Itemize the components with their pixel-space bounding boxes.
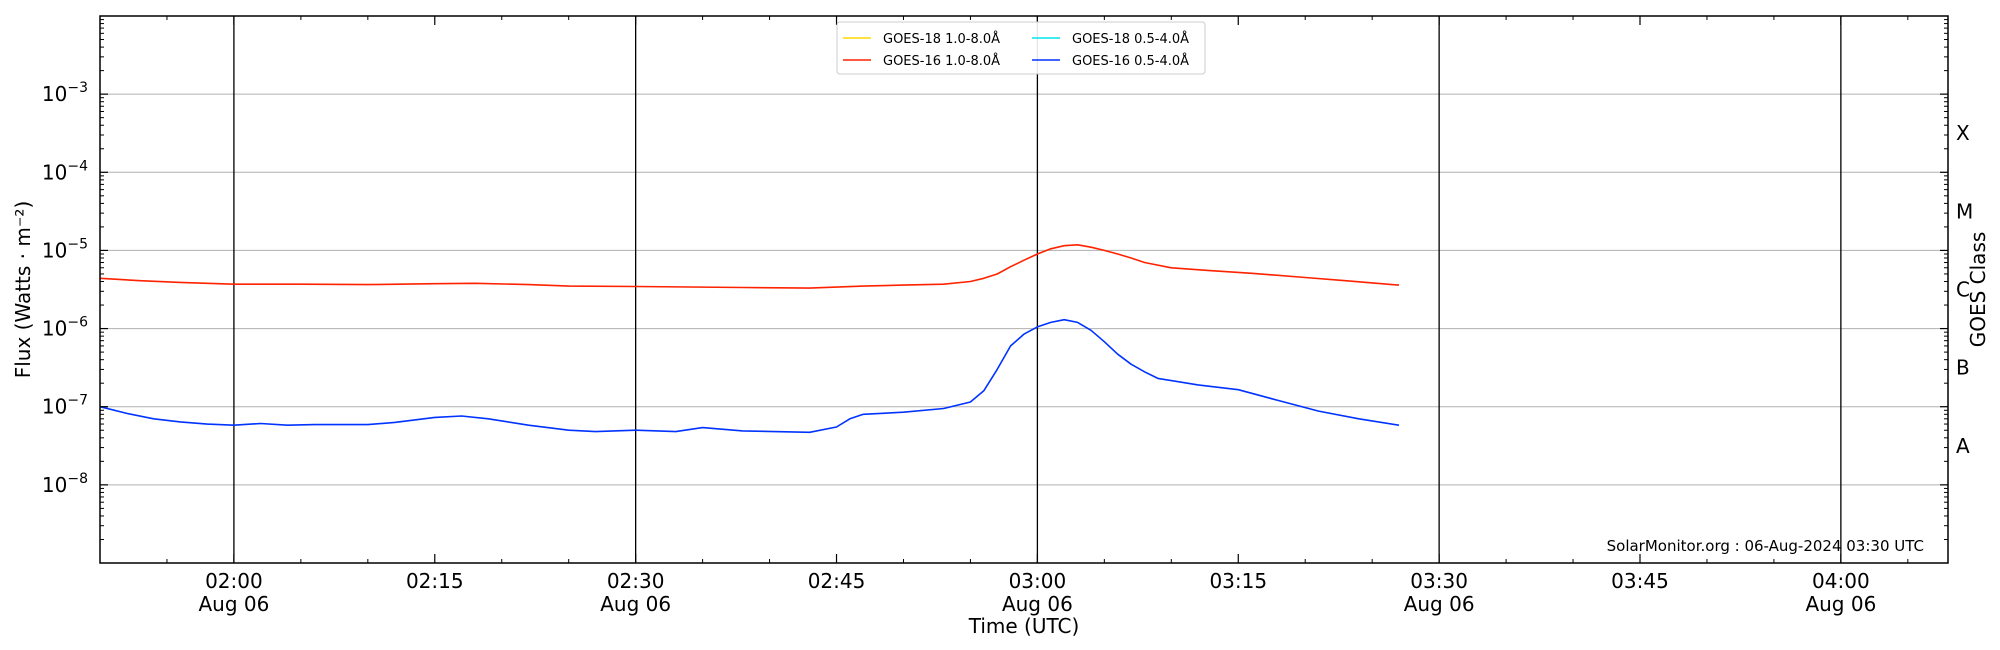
x-tick-date: Aug 06 — [198, 592, 269, 616]
y-tick-label: 10−4 — [42, 158, 88, 184]
legend: GOES-18 1.0-8.0Å GOES-16 1.0-8.0Å GOES-18 … — [836, 21, 1206, 75]
y-tick-label: 10−7 — [42, 393, 88, 419]
x-tick-date: Aug 06 — [1404, 592, 1475, 616]
y-tick-base: 10 — [42, 238, 67, 262]
legend-entry: GOES-16 1.0-8.0Å — [883, 53, 1000, 69]
y-tick-base: 10 — [42, 317, 67, 341]
goes-class-label: C — [1956, 278, 1970, 302]
series-line-2 — [99, 244, 1400, 289]
x-tick-label: 03:00 — [1009, 569, 1067, 593]
y-axis-label: Flux (Watts · m⁻²) — [11, 201, 35, 379]
y-tick-exponent: −6 — [67, 315, 88, 331]
y-tick-base: 10 — [42, 160, 67, 184]
x-tick-label: 02:00 — [205, 569, 263, 593]
legend-entry: GOES-18 1.0-8.0Å — [883, 31, 1000, 47]
series-group — [99, 244, 1400, 434]
x-tick-date: Aug 06 — [1002, 592, 1073, 616]
credit-text: SolarMonitor.org : 06-Aug-2024 03:30 UTC — [1607, 537, 1924, 555]
y-tick-label: 10−6 — [42, 315, 88, 341]
x-tick-label: 03:30 — [1410, 569, 1468, 593]
x-tick-date: Aug 06 — [600, 592, 671, 616]
plot-frame — [99, 15, 1949, 564]
x-tick-label: 02:30 — [607, 569, 665, 593]
grid — [100, 93, 1948, 486]
legend-entry: GOES-16 0.5-4.0Å — [1072, 53, 1189, 69]
goes-class-label: M — [1956, 199, 1973, 223]
y-tick-label: 10−5 — [42, 236, 88, 262]
goes-class-label: A — [1956, 434, 1970, 458]
day-marker-lines — [233, 16, 1842, 563]
goes-class-axis-label: GOES Class — [1966, 232, 1990, 348]
series-line-3 — [99, 318, 1400, 434]
y-tick-base: 10 — [42, 82, 67, 106]
y-axis: 10−810−710−610−510−410−3 — [42, 19, 1948, 540]
y-tick-exponent: −8 — [67, 471, 88, 487]
y-tick-exponent: −7 — [67, 393, 88, 409]
y-tick-label: 10−8 — [42, 471, 88, 497]
legend-entry: GOES-18 0.5-4.0Å — [1072, 31, 1189, 47]
x-tick-label: 02:15 — [406, 569, 464, 593]
x-tick-label: 03:15 — [1209, 569, 1267, 593]
y-tick-base: 10 — [42, 395, 67, 419]
y-tick-exponent: −5 — [67, 236, 88, 252]
x-tick-label: 02:45 — [808, 569, 866, 593]
goes-class-axis: A B C M X — [1956, 121, 1973, 458]
y-tick-exponent: −4 — [67, 158, 88, 174]
x-axis-label: Time (UTC) — [968, 614, 1080, 638]
plot-area — [100, 16, 1948, 563]
x-tick-label: 03:45 — [1611, 569, 1669, 593]
y-tick-label: 10−3 — [42, 80, 88, 106]
y-tick-base: 10 — [42, 473, 67, 497]
y-tick-exponent: −3 — [67, 80, 88, 96]
legend-box — [836, 21, 1206, 75]
x-tick-label: 04:00 — [1812, 569, 1870, 593]
goes-class-label: X — [1956, 121, 1970, 145]
goes-class-label: B — [1956, 356, 1970, 380]
x-tick-date: Aug 06 — [1805, 592, 1876, 616]
